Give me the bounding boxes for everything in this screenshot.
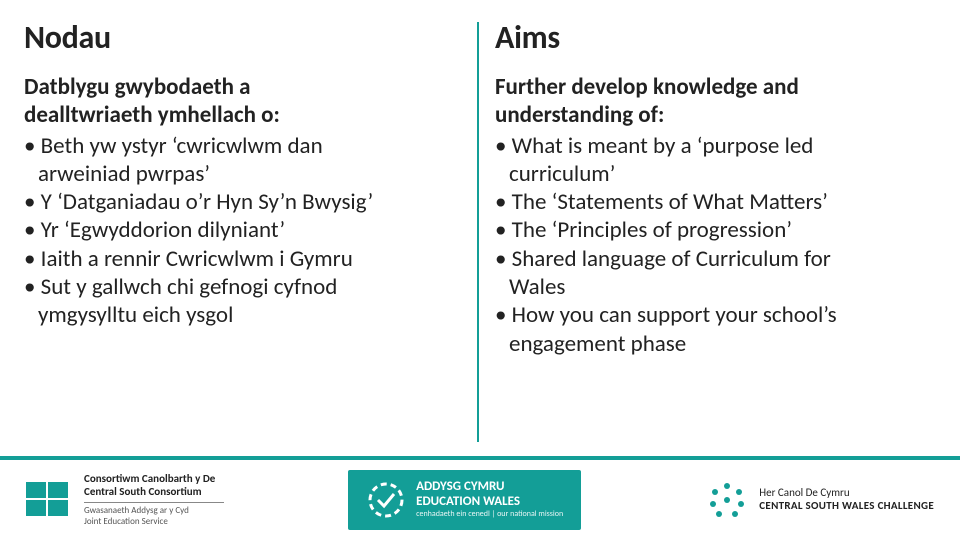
education-wales-l1: ADDYSG CYMRU (416, 480, 563, 495)
right-bullet-5-l2: engagement phase (495, 330, 940, 358)
right-bullet-3: • The ‘Principles of progression’ (495, 216, 940, 244)
education-wales-sub: cenhadaeth ein cenedl | our national mis… (416, 510, 563, 519)
footer: Consortiwm Canolbarth y De Central South… (0, 456, 960, 540)
challenge-l2: CENTRAL SOUTH WALES CHALLENGE (759, 500, 934, 513)
right-intro-l1: Further develop knowledge and (495, 73, 799, 101)
left-heading: Nodau (24, 18, 469, 57)
right-bullet-4-l2: Wales (495, 273, 940, 301)
left-intro-l1: Datblygu gwybodaeth a (24, 73, 251, 101)
right-bullet-1-l1: • What is meant by a ‘purpose led (495, 132, 940, 160)
left-bullet-1-l2: arweiniad pwrpas’ (24, 160, 469, 188)
left-bullet-5-l2: ymgysylltu eich ysgol (24, 301, 469, 329)
right-bullet-5-l1: • How you can support your school’s (495, 301, 940, 329)
left-bullet-1-l1: • Beth yw ystyr ‘cwricwlwm dan (24, 132, 469, 160)
consortium-icon (26, 476, 74, 524)
left-bullet-5-l1: • Sut y gallwch chi gefnogi cyfnod (24, 273, 469, 301)
right-heading: Aims (495, 18, 940, 57)
right-body: Further develop knowledge and understand… (495, 73, 940, 358)
consortium-sub-l2: Joint Education Service (84, 516, 224, 527)
challenge-label-block: Her Canol De Cymru CENTRAL SOUTH WALES C… (759, 487, 934, 512)
education-wales-icon (366, 480, 406, 520)
right-intro-l2: understanding of: (495, 101, 940, 129)
slide: Nodau Datblygu gwybodaeth a dealltwriaet… (0, 0, 960, 540)
right-bullet-1-l2: curriculum’ (495, 160, 940, 188)
logo-education-wales: ADDYSG CYMRU EDUCATION WALES cenhadaeth … (348, 470, 581, 530)
content-area: Nodau Datblygu gwybodaeth a dealltwriaet… (0, 0, 960, 456)
left-body: Datblygu gwybodaeth a dealltwriaeth ymhe… (24, 73, 469, 330)
right-bullet-2: • The ‘Statements of What Matters’ (495, 188, 940, 216)
left-column: Nodau Datblygu gwybodaeth a dealltwriaet… (24, 18, 477, 456)
left-bullet-4: • Iaith a rennir Cwricwlwm i Gymru (24, 245, 469, 273)
education-wales-l2: EDUCATION WALES (416, 495, 563, 510)
right-column: Aims Further develop knowledge and under… (479, 18, 940, 456)
education-wales-label-block: ADDYSG CYMRU EDUCATION WALES cenhadaeth … (416, 480, 563, 519)
left-bullet-3: • Yr ‘Egwyddorion dilyniant’ (24, 216, 469, 244)
logo-consortium: Consortiwm Canolbarth y De Central South… (26, 473, 224, 526)
consortium-sub-l1: Gwasanaeth Addysg ar y Cyd (84, 505, 224, 516)
logo-challenge: Her Canol De Cymru CENTRAL SOUTH WALES C… (705, 478, 934, 522)
challenge-icon (705, 478, 749, 522)
consortium-label-l2: Central South Consortium (84, 486, 224, 499)
right-bullet-4-l1: • Shared language of Curriculum for (495, 245, 940, 273)
consortium-label-block: Consortiwm Canolbarth y De Central South… (84, 473, 224, 526)
left-bullet-2: • Y ‘Datganiadau o’r Hyn Sy’n Bwysig’ (24, 188, 469, 216)
left-intro-l2: dealltwriaeth ymhellach o: (24, 101, 469, 129)
